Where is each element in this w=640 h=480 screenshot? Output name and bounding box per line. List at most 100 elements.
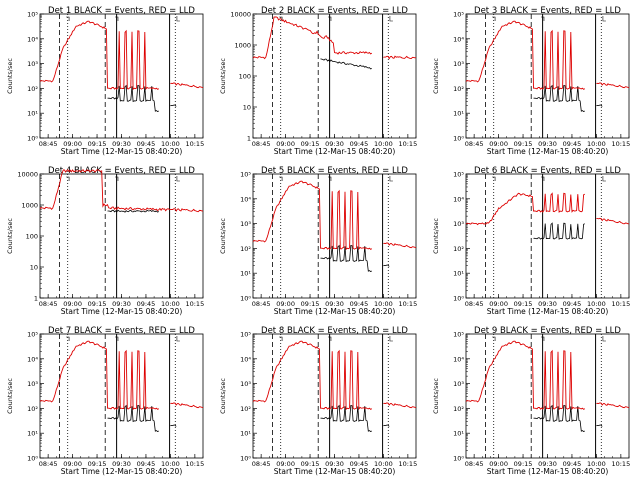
y-tick-label: 100	[26, 233, 38, 241]
y-tick-label: 10⁴	[27, 35, 38, 43]
x-tick-label: 09:00	[489, 140, 508, 148]
top-bracket-marker	[176, 16, 180, 22]
y-tick-label: 10¹	[240, 430, 251, 438]
y-axis-label: Counts/sec	[6, 218, 14, 254]
y-tick-label: 10⁰	[27, 135, 38, 143]
y-tick-label: 10	[30, 264, 38, 272]
plot-frame	[465, 13, 630, 139]
x-tick-label: 09:00	[276, 460, 295, 468]
events-series-line	[320, 404, 390, 432]
y-tick-label: 10¹	[27, 110, 38, 118]
x-tick-label: 10:00	[161, 460, 180, 468]
top-bracket-marker	[602, 336, 606, 342]
x-tick-label: 08:45	[465, 300, 484, 308]
detector-panel: Det 1 BLACK = Events, RED = LLD 10⁰ 10¹ 10²…	[6, 6, 204, 156]
x-tick-label: 09:15	[301, 300, 320, 308]
x-tick-label: 09:00	[489, 460, 508, 468]
x-tick-label: 09:45	[563, 140, 582, 148]
x-tick-label: 09:00	[489, 300, 508, 308]
x-axis-label: Start Time (12-Mar-15 08:40:20)	[487, 307, 609, 316]
x-tick-label: 09:15	[88, 140, 107, 148]
y-axis-label: Counts/sec	[219, 218, 227, 254]
top-bracket-marker	[279, 16, 283, 21]
y-tick-label: 10⁵	[27, 331, 38, 339]
y-tick-label: 10⁰	[453, 455, 464, 463]
y-tick-label: 10³	[27, 60, 38, 68]
x-tick-label: 09:15	[514, 460, 533, 468]
x-tick-label: 10:00	[374, 300, 393, 308]
y-tick-label: 10²	[240, 245, 251, 253]
y-tick-label: 10⁴	[453, 195, 464, 203]
top-bracket-marker	[492, 16, 496, 21]
y-tick-label: 10³	[453, 380, 464, 388]
x-tick-label: 09:45	[350, 300, 369, 308]
lld-series-line	[39, 169, 204, 213]
x-tick-label: 09:30	[538, 300, 557, 308]
panel-title: Det 5 BLACK = Events, RED = LLD	[261, 166, 408, 176]
y-axis-label: Counts/sec	[6, 378, 14, 414]
detector-panel: Det 7 BLACK = Events, RED = LLD 10⁰ 10¹ 10²…	[6, 326, 204, 476]
y-tick-label: 10²	[453, 245, 464, 253]
x-axis-label: Start Time (12-Mar-15 08:40:20)	[61, 307, 183, 316]
x-tick-label: 08:45	[252, 300, 271, 308]
x-axis-label: Start Time (12-Mar-15 08:40:20)	[274, 147, 396, 156]
y-tick-label: 10²	[453, 405, 464, 413]
lld-series-line	[252, 340, 417, 411]
y-tick-label: 10⁵	[453, 331, 464, 339]
panel-title: Det 1 BLACK = Events, RED = LLD	[48, 6, 195, 16]
plot-frame	[39, 333, 204, 459]
x-tick-label: 09:30	[112, 140, 131, 148]
panel-title: Det 4 BLACK = Events, RED = LLD	[48, 166, 195, 176]
y-axis-label: Counts/sec	[219, 58, 227, 94]
x-tick-label: 08:45	[39, 140, 58, 148]
y-axis-label: Counts/sec	[432, 378, 440, 414]
lld-series-line	[465, 192, 630, 226]
y-tick-label: 10²	[240, 405, 251, 413]
x-tick-label: 09:15	[514, 300, 533, 308]
y-tick-label: 10³	[453, 60, 464, 68]
x-axis-label: Start Time (12-Mar-15 08:40:20)	[61, 467, 183, 476]
detector-panel: Det 5 BLACK = Events, RED = LLD 10⁰ 10¹ 10²…	[219, 166, 417, 316]
top-bracket-marker	[327, 176, 332, 181]
x-tick-label: 10:00	[161, 300, 180, 308]
plot-frame	[252, 333, 417, 459]
plot-frame	[39, 13, 204, 139]
x-axis-label: Start Time (12-Mar-15 08:40:20)	[274, 307, 396, 316]
x-tick-label: 09:30	[112, 300, 131, 308]
y-axis-label: Counts/sec	[432, 218, 440, 254]
y-axis-label: Counts/sec	[219, 378, 227, 414]
top-bracket-marker	[389, 336, 393, 342]
panel-title: Det 7 BLACK = Events, RED = LLD	[48, 326, 195, 336]
x-tick-label: 10:00	[587, 300, 606, 308]
x-tick-label: 09:45	[563, 300, 582, 308]
x-tick-label: 09:00	[63, 460, 82, 468]
x-tick-label: 09:30	[538, 140, 557, 148]
y-tick-label: 10	[243, 104, 251, 112]
y-tick-label: 10⁵	[27, 11, 38, 19]
y-axis-label: Counts/sec	[6, 58, 14, 94]
y-axis-label: Counts/sec	[432, 58, 440, 94]
x-tick-label: 10:15	[611, 460, 630, 468]
y-tick-label: 10¹	[453, 430, 464, 438]
y-tick-label: 1	[34, 295, 38, 303]
x-tick-label: 09:00	[63, 140, 82, 148]
top-bracket-marker	[327, 16, 332, 21]
x-tick-label: 09:45	[563, 460, 582, 468]
y-tick-label: 10⁰	[453, 295, 464, 303]
events-series-line	[107, 404, 177, 432]
x-tick-label: 10:15	[185, 460, 204, 468]
x-tick-label: 09:30	[325, 140, 344, 148]
top-bracket-marker	[66, 16, 70, 21]
x-tick-label: 10:15	[398, 460, 417, 468]
events-series-line	[533, 84, 603, 112]
detector-panel: Det 9 BLACK = Events, RED = LLD 10⁰ 10¹ 10²…	[432, 326, 630, 476]
x-tick-label: 10:00	[374, 140, 393, 148]
x-tick-label: 09:15	[301, 460, 320, 468]
plot-frame	[465, 173, 630, 299]
top-bracket-marker	[540, 336, 545, 341]
x-tick-label: 09:15	[88, 300, 107, 308]
lld-series-line	[465, 20, 630, 91]
x-tick-label: 09:45	[137, 140, 156, 148]
y-tick-label: 10³	[27, 380, 38, 388]
x-axis-label: Start Time (12-Mar-15 08:40:20)	[61, 147, 183, 156]
